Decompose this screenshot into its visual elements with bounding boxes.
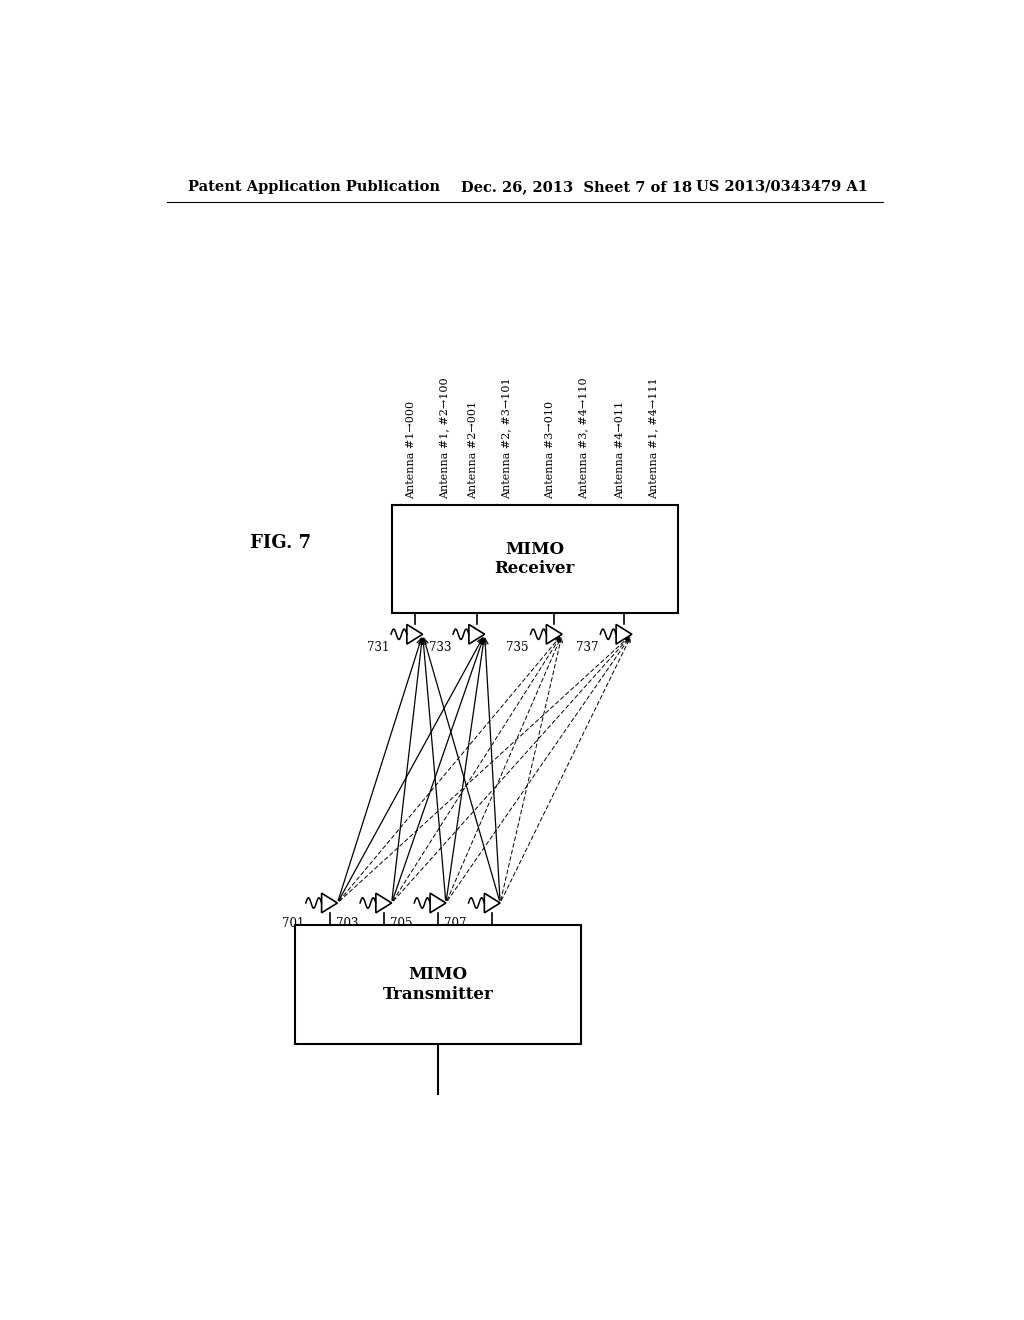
Text: 703: 703 [336, 917, 358, 931]
Text: Antenna #1, #2→100: Antenna #1, #2→100 [439, 378, 450, 499]
Text: Antenna #1, #4→111: Antenna #1, #4→111 [648, 378, 658, 499]
Polygon shape [430, 894, 445, 913]
Text: 735: 735 [507, 640, 529, 653]
Text: 705: 705 [390, 917, 413, 931]
Polygon shape [407, 624, 423, 644]
Text: Antenna #1→000: Antenna #1→000 [406, 400, 416, 499]
Text: 737: 737 [577, 640, 599, 653]
Text: 701: 701 [282, 917, 304, 931]
Text: FIG. 7: FIG. 7 [251, 535, 311, 552]
Text: Antenna #2, #3→101: Antenna #2, #3→101 [501, 378, 511, 499]
Text: 707: 707 [444, 917, 467, 931]
Polygon shape [376, 894, 391, 913]
Text: Antenna #4→011: Antenna #4→011 [615, 400, 625, 499]
Text: Dec. 26, 2013  Sheet 7 of 18: Dec. 26, 2013 Sheet 7 of 18 [461, 180, 692, 194]
Text: US 2013/0343479 A1: US 2013/0343479 A1 [696, 180, 868, 194]
Polygon shape [322, 894, 337, 913]
Text: 733: 733 [429, 640, 452, 653]
Polygon shape [616, 624, 632, 644]
Text: 731: 731 [368, 640, 389, 653]
Text: Antenna #3, #4→110: Antenna #3, #4→110 [579, 378, 589, 499]
Bar [391, 506, 678, 612]
Text: Antenna #3→010: Antenna #3→010 [546, 400, 555, 499]
Text: MIMO
Receiver: MIMO Receiver [495, 540, 575, 577]
Text: Antenna #2→001: Antenna #2→001 [468, 400, 478, 499]
Polygon shape [469, 624, 484, 644]
Bar [295, 924, 582, 1044]
Text: MIMO
Transmitter: MIMO Transmitter [383, 966, 494, 1002]
Polygon shape [547, 624, 562, 644]
Polygon shape [484, 894, 500, 913]
Text: Patent Application Publication: Patent Application Publication [188, 180, 440, 194]
